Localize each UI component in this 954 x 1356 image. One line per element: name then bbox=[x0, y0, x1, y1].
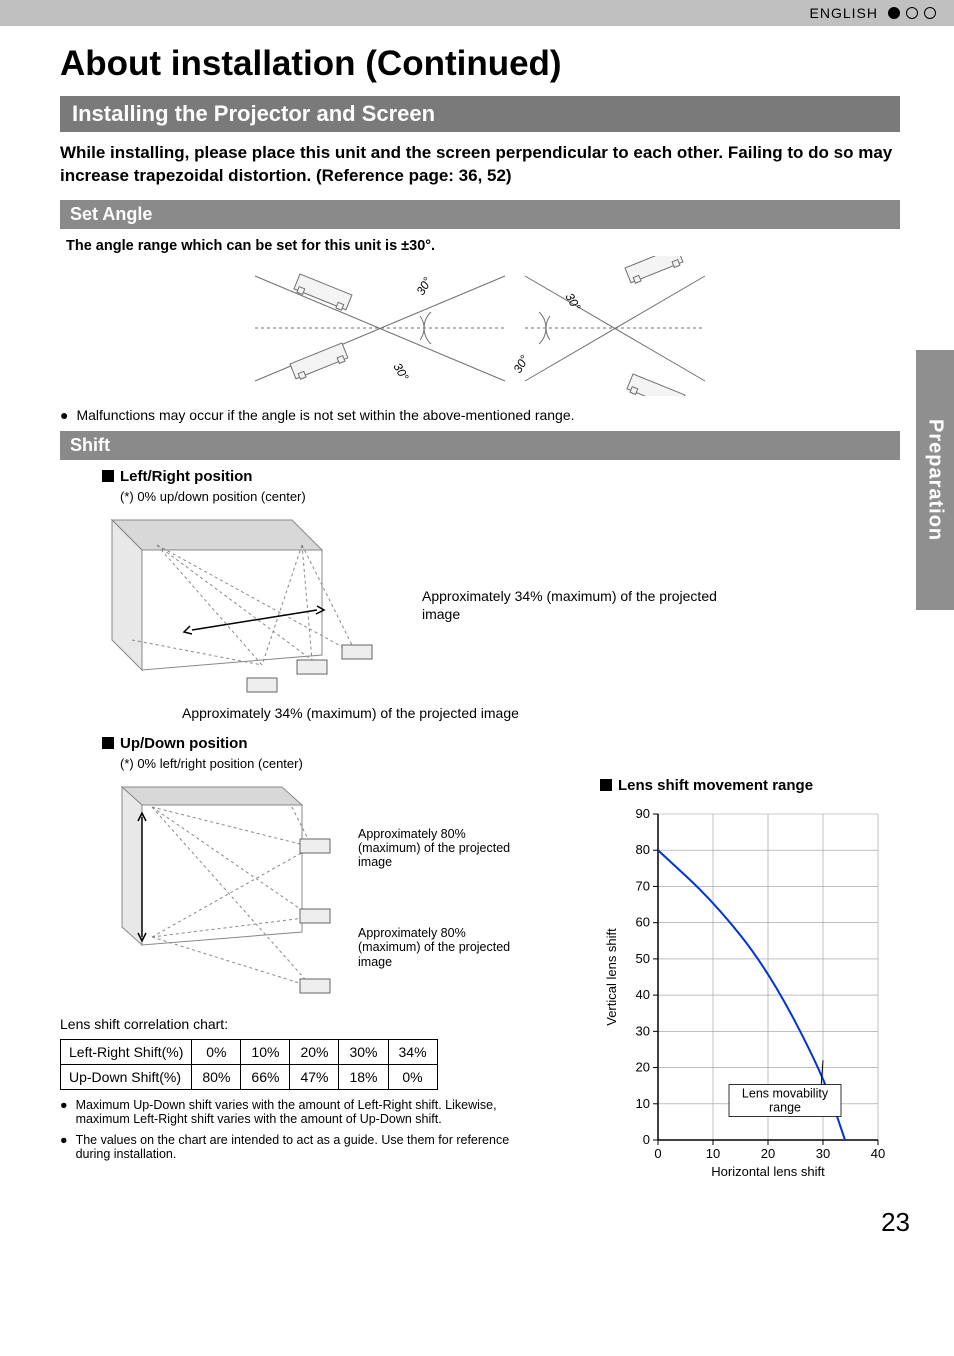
leftright-caption-below: Approximately 34% (maximum) of the proje… bbox=[182, 704, 900, 722]
correlation-label: Lens shift correlation chart: bbox=[60, 1015, 570, 1033]
svg-text:40: 40 bbox=[636, 987, 650, 1002]
square-bullet-icon bbox=[102, 737, 114, 749]
table-row: Up-Down Shift(%) 80% 66% 47% 18% 0% bbox=[61, 1064, 438, 1089]
svg-text:50: 50 bbox=[636, 951, 650, 966]
lens-shift-chart: 0 10 20 30 40 50 60 70 80 90 0 10 20 30 40 Vertical len… bbox=[600, 804, 890, 1184]
side-tab-preparation: Preparation bbox=[916, 350, 954, 610]
dot-inactive-icon bbox=[924, 7, 936, 19]
dot-active-icon bbox=[888, 7, 900, 19]
section-heading-install: Installing the Projector and Screen bbox=[60, 96, 900, 132]
leftright-diagram bbox=[102, 510, 402, 700]
svg-text:40: 40 bbox=[871, 1146, 885, 1161]
page-number: 23 bbox=[0, 1201, 954, 1252]
angle-label-4: 30° bbox=[510, 353, 531, 376]
updown-diagram bbox=[102, 777, 342, 1007]
svg-text:90: 90 bbox=[636, 806, 650, 821]
set-angle-diagram: 30° 30° 30° 30° bbox=[60, 256, 900, 401]
dot-inactive-icon bbox=[906, 7, 918, 19]
leftright-subnote: (*) 0% up/down position (center) bbox=[120, 489, 900, 504]
svg-text:Vertical lens shift: Vertical lens shift bbox=[604, 927, 619, 1025]
svg-text:10: 10 bbox=[706, 1146, 720, 1161]
angle-label-3: 30° bbox=[562, 291, 583, 314]
movement-range-title: Lens shift movement range bbox=[600, 777, 900, 794]
set-angle-body: The angle range which can be set for thi… bbox=[66, 237, 900, 257]
svg-text:60: 60 bbox=[636, 914, 650, 929]
svg-text:30: 30 bbox=[636, 1023, 650, 1038]
svg-text:70: 70 bbox=[636, 878, 650, 893]
language-indicator-dots bbox=[888, 7, 936, 19]
shift-note-2: ● The values on the chart are intended t… bbox=[60, 1133, 540, 1162]
svg-text:80: 80 bbox=[636, 842, 650, 857]
svg-text:30: 30 bbox=[816, 1146, 830, 1161]
svg-text:range: range bbox=[769, 1100, 801, 1114]
shift-note-1: ● Maximum Up-Down shift varies with the … bbox=[60, 1098, 540, 1127]
bullet-icon: ● bbox=[60, 1098, 68, 1127]
install-lead-text: While installing, please place this unit… bbox=[60, 142, 900, 188]
updown-subnote: (*) 0% left/right position (center) bbox=[120, 756, 900, 771]
bullet-icon: ● bbox=[60, 1133, 68, 1162]
updown-caption-lower: Approximately 80% (maximum) of the proje… bbox=[358, 926, 528, 969]
leftright-caption-right: Approximately 34% (maximum) of the proje… bbox=[422, 587, 752, 623]
updown-caption-upper: Approximately 80% (maximum) of the proje… bbox=[358, 827, 528, 870]
angle-label-2: 30° bbox=[390, 361, 411, 384]
row2-label: Up-Down Shift(%) bbox=[61, 1064, 192, 1089]
section-heading-set-angle: Set Angle bbox=[60, 200, 900, 229]
set-angle-note: ● Malfunctions may occur if the angle is… bbox=[60, 407, 900, 423]
section-heading-shift: Shift bbox=[60, 431, 900, 460]
bullet-icon: ● bbox=[60, 407, 68, 423]
angle-label-1: 30° bbox=[413, 275, 434, 298]
square-bullet-icon bbox=[600, 779, 612, 791]
svg-text:10: 10 bbox=[636, 1095, 650, 1110]
top-language-bar: ENGLISH bbox=[0, 0, 954, 26]
leftright-title: Left/Right position bbox=[102, 468, 900, 485]
svg-text:0: 0 bbox=[654, 1146, 661, 1161]
row1-label: Left-Right Shift(%) bbox=[61, 1039, 192, 1064]
svg-text:Horizontal lens shift: Horizontal lens shift bbox=[711, 1164, 825, 1179]
correlation-table: Left-Right Shift(%) 0% 10% 20% 30% 34% U… bbox=[60, 1039, 438, 1090]
updown-title: Up/Down position bbox=[102, 735, 900, 752]
svg-text:20: 20 bbox=[761, 1146, 775, 1161]
page-title: About installation (Continued) bbox=[60, 44, 900, 84]
svg-text:Lens movability: Lens movability bbox=[742, 1086, 829, 1100]
language-label: ENGLISH bbox=[810, 5, 878, 21]
svg-text:20: 20 bbox=[636, 1059, 650, 1074]
set-angle-note-text: Malfunctions may occur if the angle is n… bbox=[76, 407, 574, 423]
svg-text:0: 0 bbox=[643, 1132, 650, 1147]
square-bullet-icon bbox=[102, 470, 114, 482]
table-row: Left-Right Shift(%) 0% 10% 20% 30% 34% bbox=[61, 1039, 438, 1064]
